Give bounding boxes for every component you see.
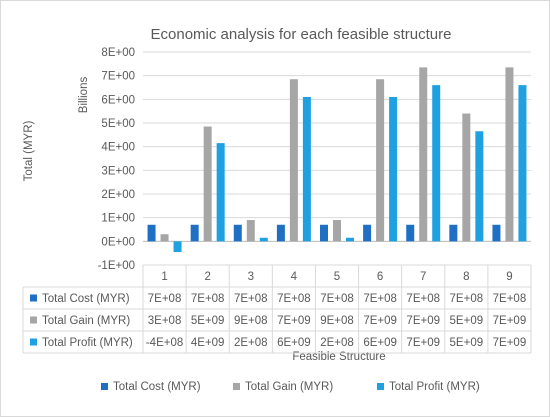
y-tick-label: 8E+00 (101, 47, 135, 59)
bar (449, 224, 458, 242)
bar (376, 79, 385, 242)
x-tick-label: 6 (377, 271, 383, 283)
data-label: 5E+09 (450, 315, 484, 327)
data-label: 7E+09 (406, 315, 440, 327)
data-label: 9E+08 (234, 315, 268, 327)
data-label: 7E+08 (234, 293, 268, 305)
bar (320, 224, 328, 242)
data-label: 4E+09 (191, 337, 225, 349)
data-label: 3E+08 (148, 315, 182, 327)
bar (419, 67, 428, 242)
data-label: 7E+09 (277, 315, 311, 327)
data-label: 7E+08 (363, 293, 397, 305)
y-tick-label: 4E+00 (101, 142, 135, 154)
legend-label: Total Profit (MYR) (389, 381, 480, 393)
data-label: 2E+08 (320, 337, 354, 349)
x-tick-label: 1 (161, 271, 167, 283)
data-label: 7E+08 (320, 293, 354, 305)
legend-swatch (101, 383, 108, 390)
bar (173, 241, 182, 252)
data-label: 7E+08 (277, 293, 311, 305)
bar (346, 237, 354, 242)
y-tick-label: 1E+00 (101, 213, 135, 225)
legend-label: Total Gain (MYR) (245, 381, 333, 393)
data-label: 7E+08 (191, 293, 225, 305)
bar (289, 79, 298, 242)
y-tick-label: 6E+00 (101, 94, 135, 106)
data-label: 7E+09 (406, 337, 440, 349)
bar (233, 224, 242, 242)
table-series-name: Total Profit (MYR) (42, 337, 133, 349)
bar (147, 224, 156, 242)
y-tick-label: 5E+00 (101, 118, 135, 130)
x-tick-label: 7 (420, 271, 426, 283)
chart-title: Economic analysis for each feasible stru… (151, 26, 452, 43)
bar (492, 224, 501, 242)
y-tick-label: 7E+00 (101, 71, 135, 83)
bar (432, 85, 441, 242)
legend-label: Total Cost (MYR) (113, 381, 201, 393)
y-axis-units-label: Billions (78, 77, 90, 114)
data-label: 5E+09 (191, 315, 225, 327)
x-tick-label: 4 (291, 271, 298, 283)
y-tick-label: 3E+00 (101, 165, 135, 177)
x-tick-label: 9 (506, 271, 512, 283)
bar (190, 224, 199, 242)
bar (259, 237, 268, 242)
y-tick-label: -1E+00 (98, 260, 135, 272)
data-label: 6E+09 (277, 337, 311, 349)
bar (276, 224, 285, 242)
x-tick-label: 3 (248, 271, 254, 283)
bar (203, 126, 212, 242)
table-series-name: Total Gain (MYR) (42, 315, 130, 327)
table-series-name: Total Cost (MYR) (42, 293, 130, 305)
x-tick-label: 8 (463, 271, 469, 283)
bar (389, 96, 398, 242)
x-tick-label: 2 (204, 271, 210, 283)
y-tick-label: 0E+00 (101, 236, 135, 248)
legend-key (30, 338, 37, 346)
y-tick-label: 2E+00 (101, 189, 135, 201)
data-label: 7E+09 (493, 315, 527, 327)
legend-key (30, 294, 37, 302)
data-label: 7E+09 (493, 337, 527, 349)
bar (462, 113, 471, 242)
data-label: 5E+09 (450, 337, 484, 349)
legend-swatch (377, 383, 384, 390)
bar (246, 220, 255, 242)
x-axis-title: Feasible Structure (292, 351, 385, 363)
data-label: 6E+09 (363, 337, 397, 349)
x-tick-label: 5 (334, 271, 340, 283)
data-label: 2E+08 (234, 337, 268, 349)
bar (160, 234, 169, 242)
data-label: 7E+08 (493, 293, 527, 305)
data-label: 7E+09 (363, 315, 397, 327)
y-axis-title: Total (MYR) (23, 120, 35, 181)
data-label: 7E+08 (148, 293, 182, 305)
legend-swatch (233, 383, 240, 390)
bar (505, 67, 514, 242)
bar (518, 85, 527, 242)
data-label: -4E+08 (146, 337, 183, 349)
bar (475, 131, 484, 242)
data-label: 7E+08 (406, 293, 440, 305)
data-label: 9E+08 (320, 315, 354, 327)
bar (363, 224, 372, 242)
bar (406, 224, 415, 242)
legend-key (30, 316, 37, 324)
data-label: 7E+08 (450, 293, 484, 305)
bar (216, 143, 225, 242)
bar (333, 220, 341, 242)
bar (302, 96, 311, 242)
